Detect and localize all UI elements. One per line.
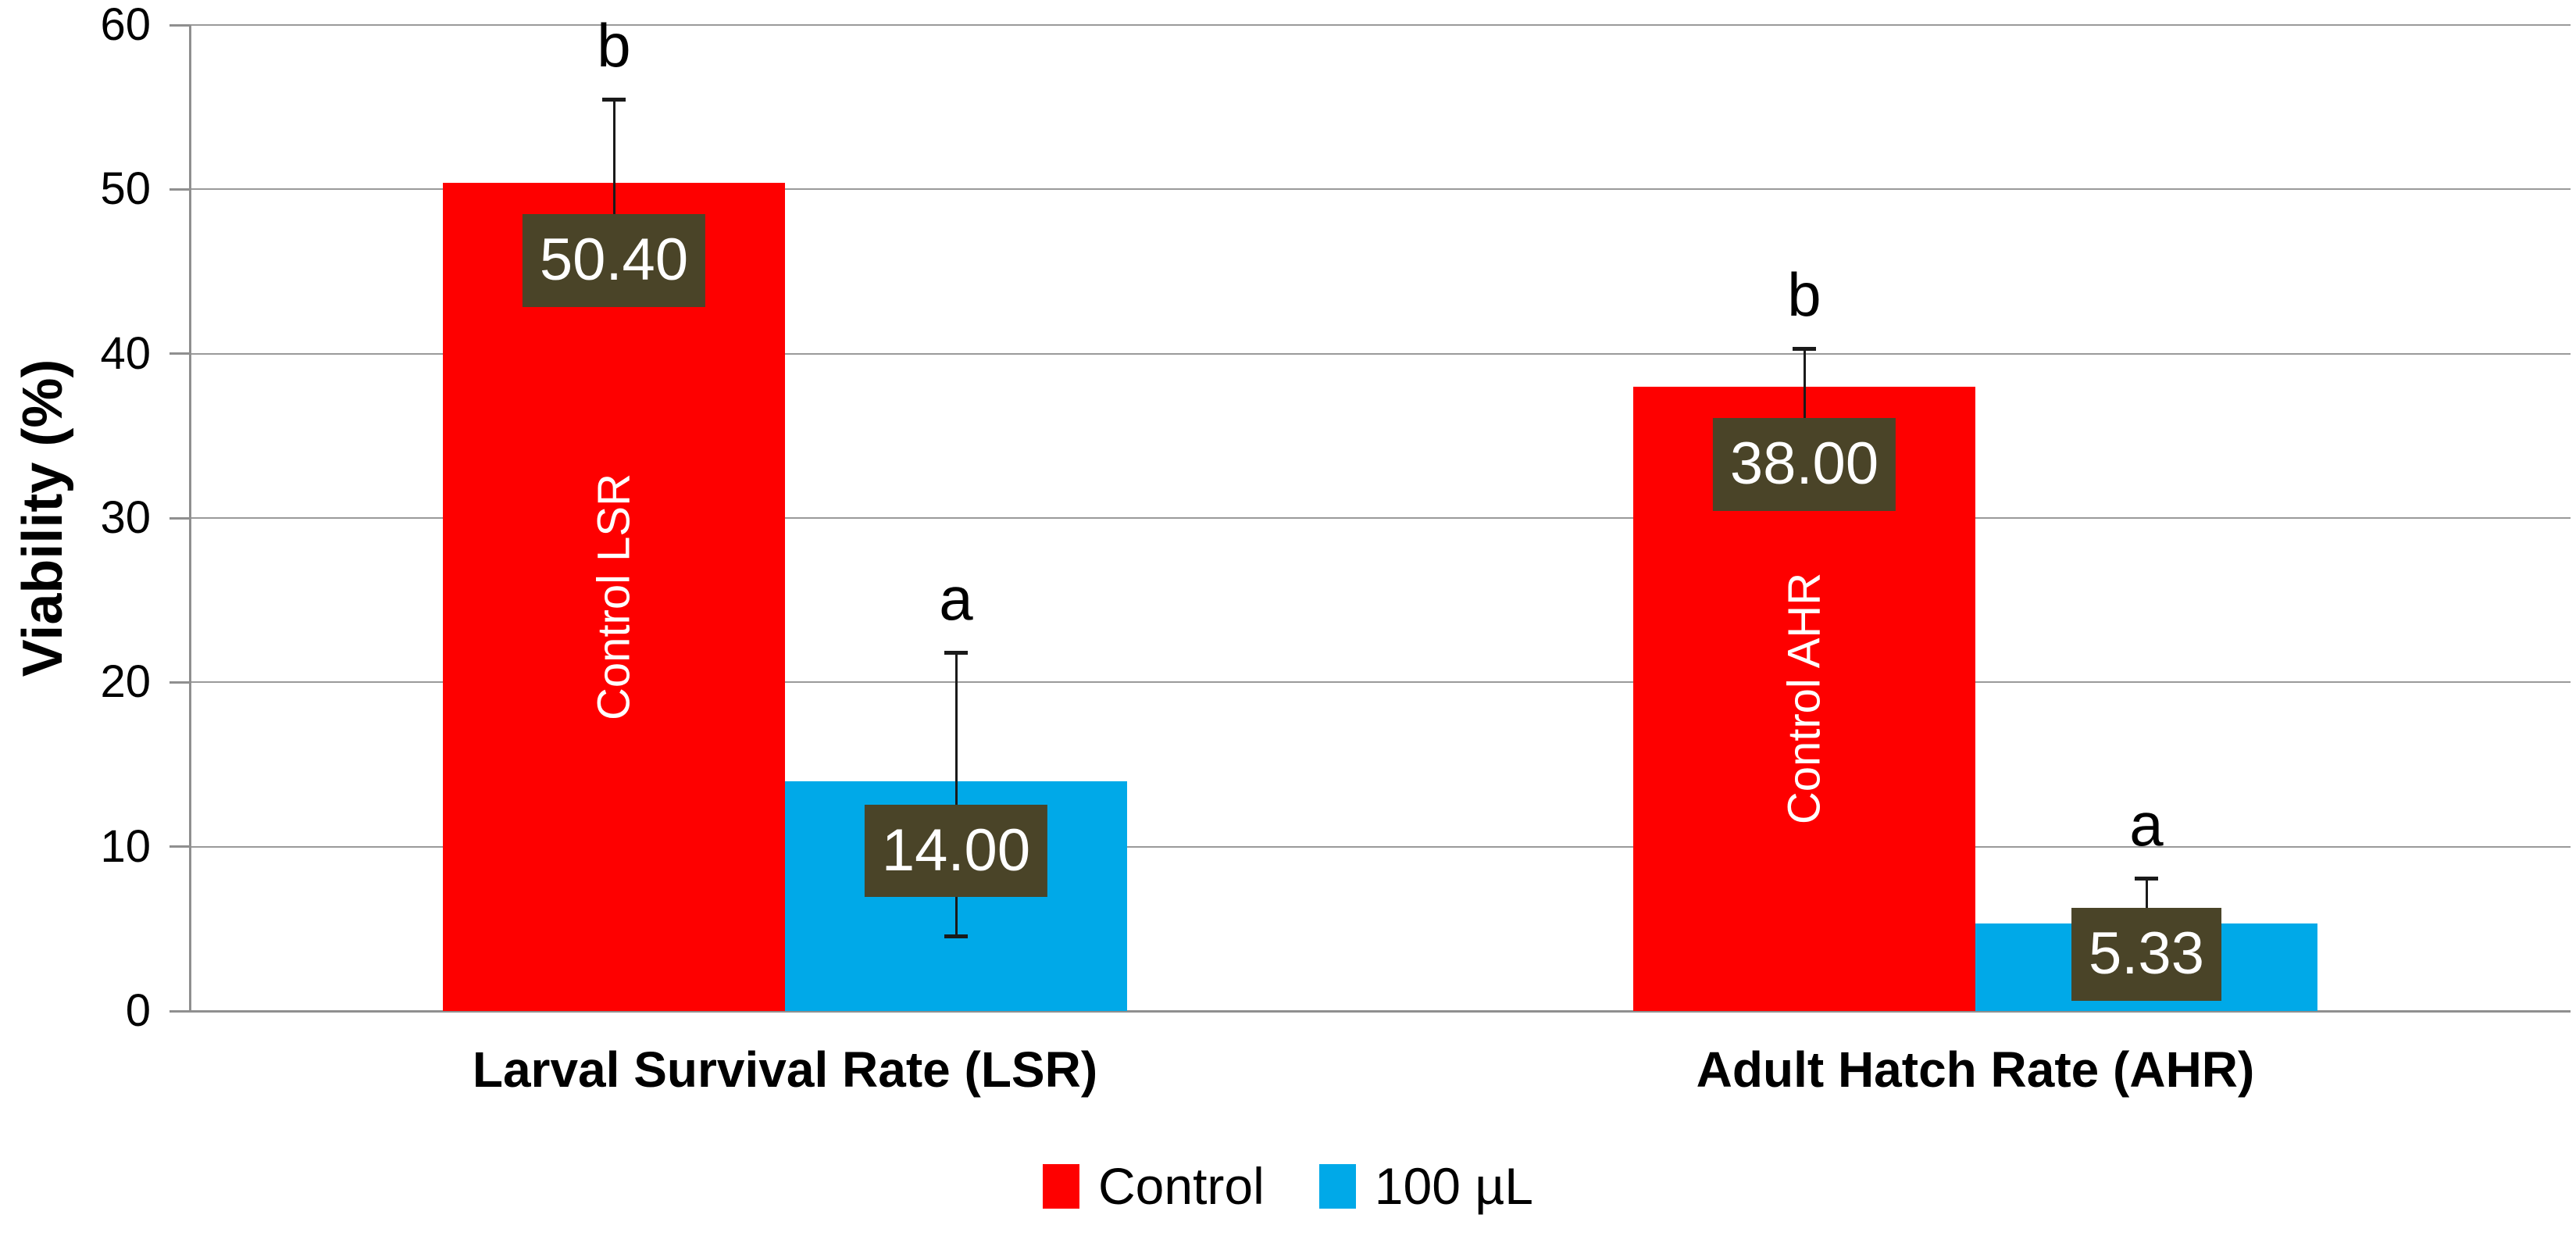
y-axis-title: Viability (%) [12, 359, 74, 677]
sig-letter-0-1: b [1787, 260, 1821, 330]
legend-label-100ul: 100 µL [1374, 1157, 1533, 1215]
y-tick-label-30: 30 [100, 492, 151, 543]
gridline-60 [190, 24, 2571, 26]
data-label-0-0: 50.40 [522, 213, 706, 307]
y-tick-label-10: 10 [100, 820, 151, 872]
error-bar-line-1-0 [954, 652, 958, 938]
x-axis-line [169, 1009, 2571, 1013]
legend-swatch-100ul [1318, 1163, 1356, 1209]
y-tick-mark-10 [169, 845, 190, 848]
data-label-1-1: 5.33 [2071, 907, 2221, 1001]
data-label-1-0: 14.00 [864, 804, 1048, 898]
legend: Control 100 µL [0, 1155, 2576, 1217]
error-bar-cap-top-0-0 [602, 97, 626, 102]
error-bar-cap-top-1-1 [2135, 876, 2158, 881]
sig-letter-1-0: a [939, 564, 973, 634]
y-tick-mark-50 [169, 188, 190, 191]
bar-annotation-0: Control LSR [588, 473, 640, 720]
bar-Control-0 [443, 182, 785, 1011]
y-tick-mark-60 [169, 23, 190, 27]
error-bar-line-0-1 [1803, 348, 1806, 425]
category-label-lsr: Larval Survival Rate (LSR) [472, 1041, 1098, 1098]
y-tick-label-50: 50 [100, 163, 151, 215]
error-bar-line-0-0 [612, 98, 615, 267]
error-bar-cap-bottom-1-0 [944, 934, 968, 939]
legend-label-control: Control [1098, 1157, 1265, 1215]
legend-swatch-control [1043, 1163, 1080, 1209]
error-bar-cap-top-0-1 [1793, 347, 1816, 352]
gridline-10 [190, 845, 2571, 848]
y-tick-mark-20 [169, 681, 190, 684]
data-label-0-1: 38.00 [1712, 417, 1896, 511]
legend-item-100ul: 100 µL [1318, 1155, 1533, 1217]
category-label-ahr: Adult Hatch Rate (AHR) [1696, 1041, 2255, 1098]
gridline-20 [190, 681, 2571, 684]
gridline-30 [190, 517, 2571, 519]
y-tick-label-60: 60 [100, 0, 151, 50]
y-tick-mark-40 [169, 352, 190, 355]
gridline-40 [190, 352, 2571, 355]
y-tick-label-0: 0 [125, 985, 151, 1036]
error-bar-cap-top-1-0 [944, 651, 968, 656]
legend-item-control: Control [1043, 1155, 1265, 1217]
y-tick-mark-30 [169, 516, 190, 520]
y-tick-label-20: 20 [100, 656, 151, 708]
y-tick-label-40: 40 [100, 327, 151, 379]
sig-letter-0-0: b [597, 10, 631, 80]
sig-letter-1-1: a [2129, 789, 2164, 859]
gridline-50 [190, 188, 2571, 191]
bar-annotation-1: Control AHR [1779, 573, 1830, 825]
y-axis-line [188, 25, 191, 1011]
